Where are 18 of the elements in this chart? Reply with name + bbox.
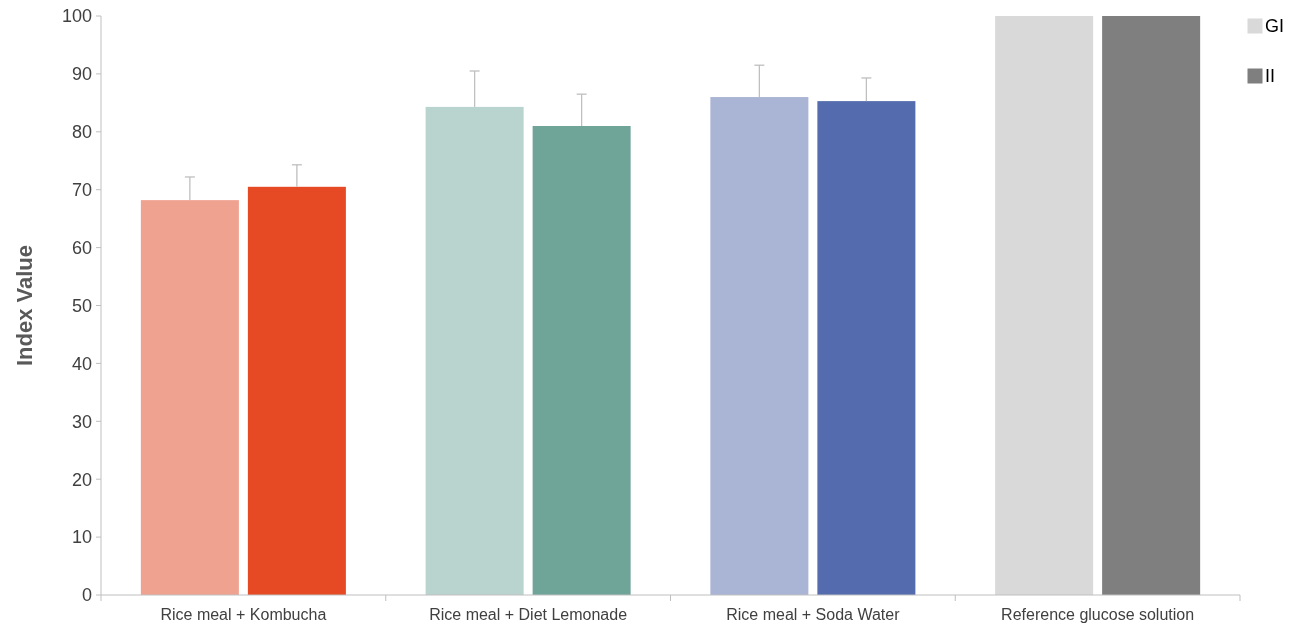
y-tick-label: 90 [71, 64, 92, 85]
y-tick-label: 70 [71, 180, 92, 200]
x-tick-label: Reference glucose solution [1001, 606, 1195, 623]
y-tick-label: 20 [71, 469, 92, 490]
x-tick-label: Rice meal + Soda Water [726, 606, 901, 623]
y-tick-label: 0 [81, 585, 92, 606]
x-tick-label: Rice meal + Kombucha [160, 606, 327, 623]
y-tick-label: 100 [61, 6, 92, 27]
y-tick-label: 30 [71, 411, 92, 432]
y-tick-label: 40 [71, 353, 92, 374]
y-tick-label: 60 [71, 237, 92, 258]
legend-label: II [1265, 66, 1276, 87]
y-tick-label: 10 [71, 527, 92, 548]
y-tick-label: 50 [71, 295, 92, 316]
y-axis-title: Index Value [12, 244, 37, 367]
x-tick-label: Rice meal + Diet Lemonade [429, 606, 628, 623]
y-tick-label: 80 [71, 122, 92, 143]
legend-label: GI [1265, 16, 1285, 37]
